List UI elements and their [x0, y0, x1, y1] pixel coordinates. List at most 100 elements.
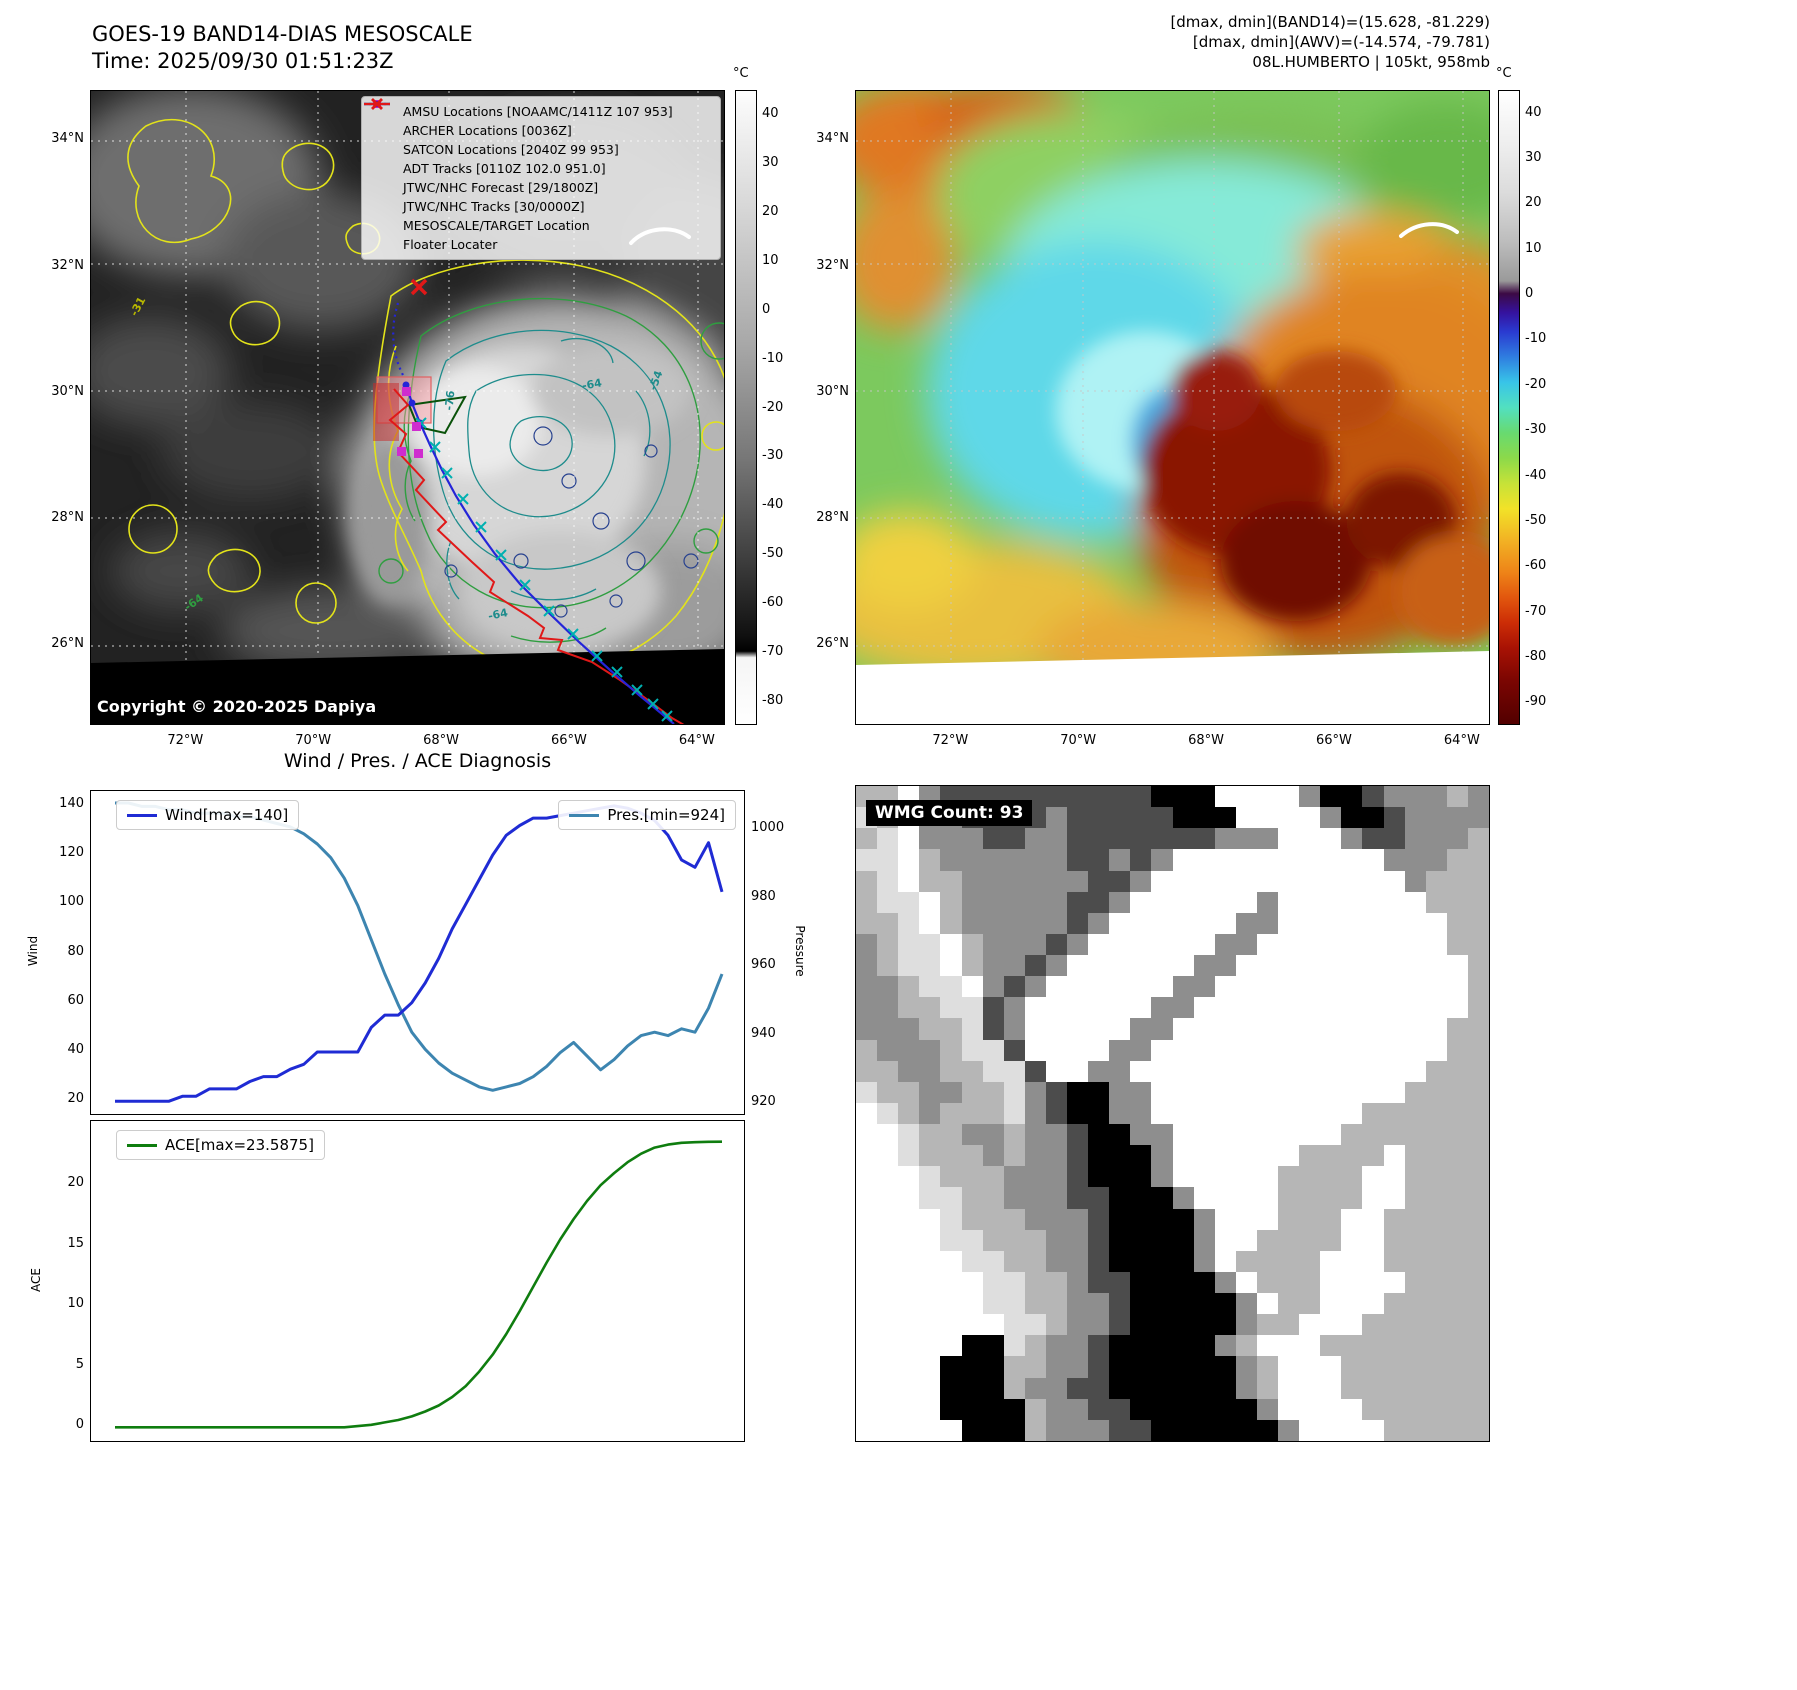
wmg-cell [1003, 1060, 1025, 1082]
wmg-cell [1467, 1398, 1489, 1420]
wmg-cell [961, 1314, 983, 1336]
wmg-cell [1362, 1018, 1384, 1040]
wmg-cell [940, 912, 962, 934]
wmg-cell [1299, 891, 1321, 913]
wmg-cell [1467, 955, 1489, 977]
wmg-cell [1214, 1250, 1236, 1272]
wmg-cell [1383, 1166, 1405, 1188]
wmg-cell [1067, 1145, 1089, 1167]
wmg-cell [1425, 786, 1447, 808]
wmg-cell [1235, 1187, 1257, 1209]
wmg-cell [1256, 1250, 1278, 1272]
wmg-cell [1109, 955, 1131, 977]
wmg-cell [1278, 1229, 1300, 1251]
wmg-cell [1088, 1124, 1110, 1146]
wmg-cell [1088, 1293, 1110, 1315]
wmg-cell [1024, 1250, 1046, 1272]
wmg-cell [1467, 1060, 1489, 1082]
wmg-cell [898, 955, 920, 977]
wmg-cell [856, 1039, 878, 1061]
wmg-cell [1299, 997, 1321, 1019]
wmg-cell [1172, 1018, 1194, 1040]
wmg-cell [1425, 933, 1447, 956]
wmg-cell [1425, 1419, 1447, 1441]
wmg-cell [1214, 933, 1236, 956]
wmg-cell [1151, 1208, 1173, 1230]
wmg-cell [1088, 912, 1110, 934]
wmg-cell [1067, 891, 1089, 913]
wmg-cell [1045, 1124, 1067, 1146]
wmg-cell [898, 1124, 920, 1146]
wmg-cell [1467, 1419, 1489, 1441]
wmg-cell [940, 1166, 962, 1188]
wmg-cell [1320, 933, 1342, 956]
colorbar-tick-label: 20 [1525, 195, 1542, 211]
wmg-cell [1088, 1018, 1110, 1040]
wmg-cell [940, 955, 962, 977]
wmg-cell [1045, 912, 1067, 934]
wmg-cell [1088, 891, 1110, 913]
lat-tick-label: 30°N [51, 383, 84, 399]
wmg-cell [1193, 1293, 1215, 1315]
pressure-legend-line-icon [569, 813, 600, 817]
wmg-cell [1299, 1187, 1321, 1209]
wmg-cell [1362, 1039, 1384, 1061]
wmg-cell [940, 1081, 962, 1103]
wmg-cell [1383, 786, 1405, 808]
wmg-cell [1193, 870, 1215, 892]
wmg-cell [1172, 933, 1194, 956]
wmg-cell [1341, 1166, 1363, 1188]
colorbar-tick-label: -40 [1525, 467, 1547, 483]
wmg-cell [1425, 912, 1447, 934]
wmg-cell [856, 891, 878, 913]
wmg-cell [982, 1314, 1004, 1336]
wmg-cell [1299, 849, 1321, 871]
wmg-cell [877, 1377, 899, 1399]
wmg-cell [1172, 1102, 1194, 1125]
wmg-cell [1362, 1208, 1384, 1230]
wmg-cell [1278, 1081, 1300, 1103]
square-marker-icon [368, 100, 398, 138]
wmg-cell [1130, 1250, 1152, 1272]
wmg-cell [1109, 786, 1131, 808]
wmg-cell [1235, 1335, 1257, 1357]
wmg-cell [982, 870, 1004, 892]
wmg-cell [1003, 1419, 1025, 1441]
wmg-cell [1151, 976, 1173, 998]
wmg-cell [961, 828, 983, 850]
wmg-cell [1193, 849, 1215, 871]
wmg-cell [1278, 1102, 1300, 1125]
wmg-cell [1383, 1377, 1405, 1399]
wmg-cell [1193, 1081, 1215, 1103]
wmg-cell [1003, 1039, 1025, 1061]
wmg-cell [1003, 912, 1025, 934]
wmg-cell [877, 997, 899, 1019]
wmg-cell [1235, 828, 1257, 850]
wmg-cell [1172, 1060, 1194, 1082]
wmg-cell [1467, 1356, 1489, 1378]
wmg-cell [919, 1229, 941, 1251]
wmg-cell [1341, 1039, 1363, 1061]
wmg-cell [1341, 807, 1363, 829]
wmg-cell [1425, 1081, 1447, 1103]
wmg-cell [1045, 1335, 1067, 1357]
wmg-cell [1130, 1229, 1152, 1251]
wmg-cell [877, 891, 899, 913]
wmg-cell [1088, 1039, 1110, 1061]
wmg-cell [1467, 1124, 1489, 1146]
colorbar-unit-label: °C [733, 66, 749, 81]
wmg-cell [898, 1250, 920, 1272]
wmg-cell [1299, 1419, 1321, 1441]
wmg-cell [1067, 807, 1089, 829]
wmg-cell [1130, 849, 1152, 871]
wmg-cell [1467, 1250, 1489, 1272]
wmg-cell [1256, 1081, 1278, 1103]
wmg-cell [1362, 870, 1384, 892]
wind-series-line [115, 804, 724, 1103]
wmg-cell [1024, 1229, 1046, 1251]
wmg-cell [1003, 1208, 1025, 1230]
wmg-cell [1256, 1356, 1278, 1378]
wmg-cell [940, 1060, 962, 1082]
wmg-cell [1425, 1166, 1447, 1188]
wmg-cell [1278, 849, 1300, 871]
